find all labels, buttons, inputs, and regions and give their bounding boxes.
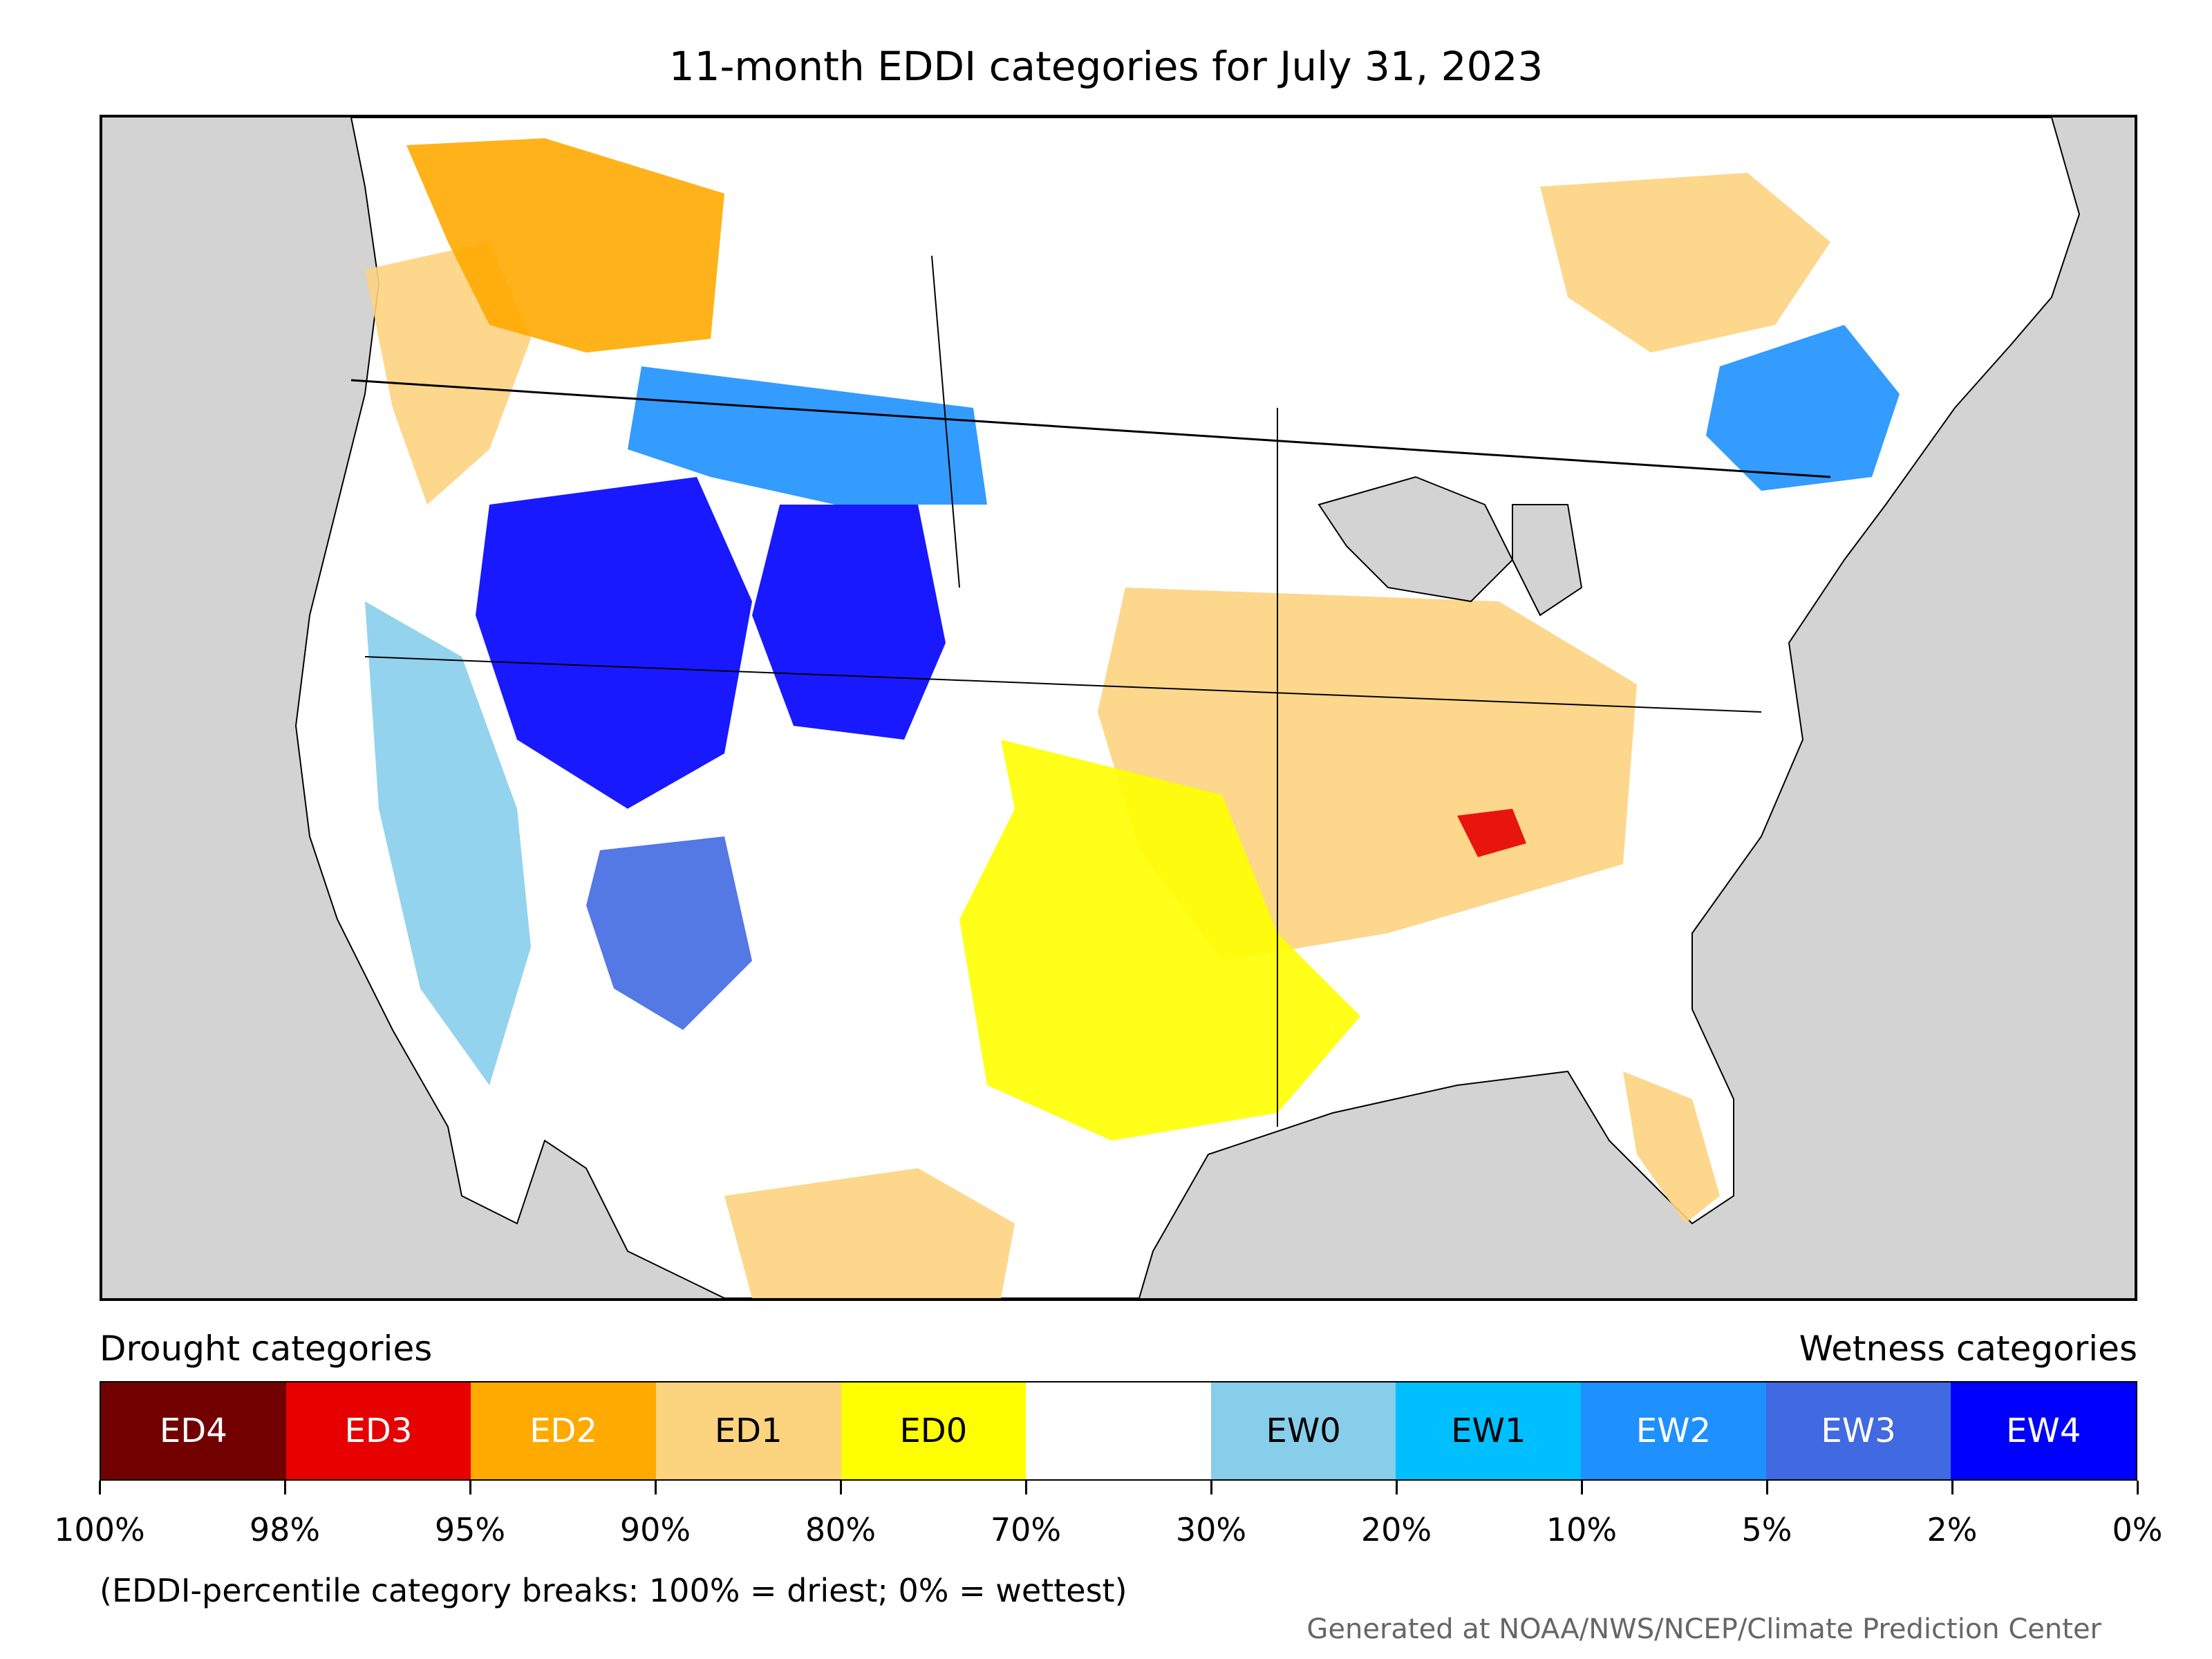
colorbar-tick-label: 5%	[1741, 1511, 1792, 1548]
category-ed2: ED2	[471, 1382, 656, 1479]
border-state-line	[364, 656, 1762, 713]
eddi-map	[294, 118, 2081, 1298]
colorbar-tick	[1210, 1481, 1212, 1494]
category-neutral	[1026, 1382, 1211, 1479]
colorbar-tick	[99, 1481, 101, 1494]
category-ew1: EW1	[1396, 1382, 1582, 1479]
category-ew4: EW4	[1951, 1382, 2137, 1479]
colorbar-tick-label: 98%	[249, 1511, 321, 1548]
wetness-categories-title: Wetness categories	[1799, 1329, 2137, 1369]
category-footnote: (EDDI-percentile category breaks: 100% =…	[100, 1572, 1127, 1609]
category-ed4: ED4	[101, 1382, 286, 1479]
region-great-basin	[476, 477, 752, 809]
category-ew0: EW0	[1210, 1382, 1396, 1479]
category-ed3: ED3	[285, 1382, 471, 1479]
colorbar-tick	[2137, 1481, 2139, 1494]
border-us-canada	[350, 379, 1831, 478]
colorbar-tick-label: 90%	[619, 1511, 691, 1548]
drought-categories-title: Drought categories	[100, 1329, 433, 1369]
region-southern-british-columbia	[406, 138, 724, 353]
region-florida	[1623, 1071, 1720, 1224]
category-ed0: ED0	[841, 1382, 1027, 1479]
colorbar-tick-label: 0%	[2112, 1511, 2163, 1548]
colorbar-tick	[840, 1481, 842, 1494]
category-ed1: ED1	[655, 1382, 841, 1479]
colorbar-tick-label: 10%	[1546, 1511, 1618, 1548]
map-title: 11-month EDDI categories for July 31, 20…	[668, 43, 1544, 90]
map-panel	[100, 115, 2137, 1301]
great-lakes	[1512, 504, 1583, 617]
colorbar-tick	[655, 1481, 657, 1494]
great-lakes	[1318, 476, 1514, 603]
region-california	[365, 601, 531, 1085]
region-southern-plains	[959, 740, 1360, 1141]
border-state-line	[931, 255, 960, 588]
colorbar-tick-label: 30%	[1175, 1511, 1247, 1548]
colorbar-tick	[1025, 1481, 1027, 1494]
colorbar-tick	[1396, 1481, 1398, 1494]
region-montana	[628, 366, 987, 505]
colorbar-tick-label: 100%	[54, 1511, 145, 1548]
category-colorbar: ED4 ED3 ED2 ED1 ED0 EW0 EW1 EW2 EW3 EW4	[100, 1381, 2137, 1481]
colorbar-tick-label: 95%	[434, 1511, 506, 1548]
colorbar-tick	[1951, 1481, 1953, 1494]
colorbar-tick	[469, 1481, 471, 1494]
colorbar-tick-label: 70%	[990, 1511, 1062, 1548]
region-wyoming	[752, 505, 946, 740]
colorbar-tick-label: 80%	[805, 1511, 877, 1548]
colorbar-tick-label: 20%	[1360, 1511, 1432, 1548]
category-ew3: EW3	[1765, 1382, 1951, 1479]
colorbar-tick	[284, 1481, 286, 1494]
colorbar-tick	[1581, 1481, 1583, 1494]
category-ew2: EW2	[1581, 1382, 1766, 1479]
colorbar-tick-label: 2%	[1927, 1511, 1978, 1548]
region-quebec	[1706, 325, 1900, 491]
colorbar-tick	[1766, 1481, 1768, 1494]
credit-line: Generated at NOAA/NWS/NCEP/Climate Predi…	[1306, 1613, 2101, 1645]
region-south-texas	[724, 1168, 1015, 1298]
region-southeast-arizona	[586, 836, 752, 1030]
region-kentucky	[1457, 809, 1526, 857]
region-northern-ontario	[1540, 173, 1830, 353]
